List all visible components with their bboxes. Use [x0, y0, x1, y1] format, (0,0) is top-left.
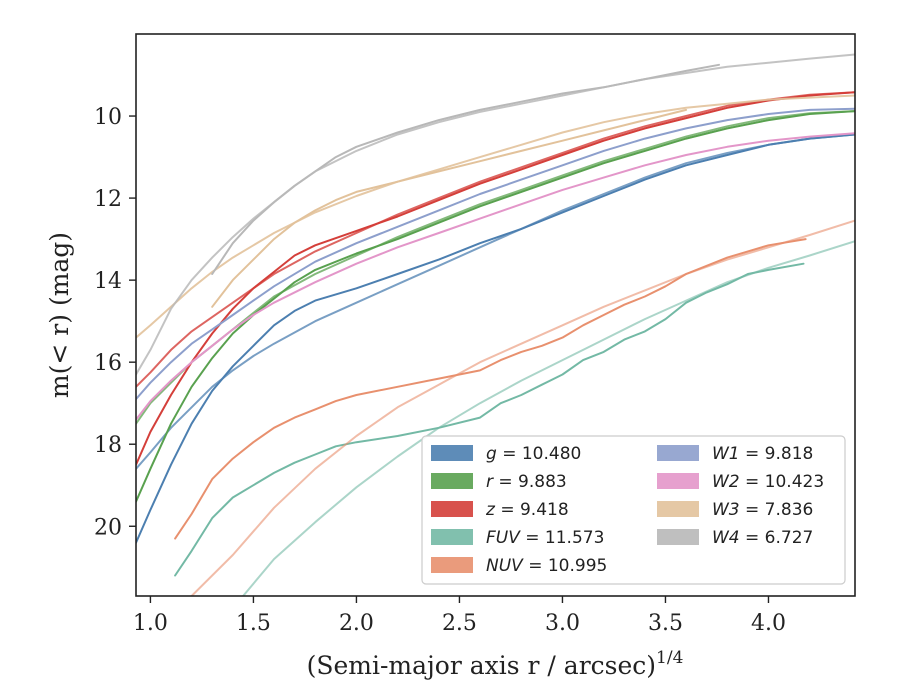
x-axis-title: (Semi-major axis r / arcsec)1/4 — [307, 648, 684, 680]
legend-label-z: z = 9.418 — [485, 500, 569, 520]
legend-swatch-r — [431, 473, 473, 489]
legend-swatch-nuv — [431, 557, 473, 573]
curves-layer — [136, 53, 855, 596]
x-tick-label: 1.0 — [133, 611, 168, 636]
legend-swatch-w3 — [657, 501, 699, 517]
series-z-curve-1 — [136, 91, 855, 466]
x-tick-label: 2.5 — [442, 611, 477, 636]
legend-label-w2: W2 = 10.423 — [712, 472, 824, 492]
series-nuv-curve-2 — [190, 219, 855, 596]
series-w4-curve-2 — [136, 53, 855, 376]
y-axis: 10 12 14 16 18 20 — [94, 105, 136, 540]
x-axis-title-text: (Semi-major axis r / arcsec) — [307, 651, 656, 680]
legend: g = 10.480 r = 9.883 z = 9.418 FUV = 11.573… — [421, 435, 846, 585]
series-w2-curve-1 — [136, 132, 855, 421]
x-tick-label: 3.0 — [545, 611, 580, 636]
series-fuv-curve-2 — [242, 240, 855, 596]
legend-label-nuv: NUV = 10.995 — [486, 556, 607, 576]
legend-swatch-w4 — [657, 529, 699, 545]
series-z-curve-2 — [136, 91, 855, 388]
series-g-curve-1 — [136, 133, 855, 544]
legend-label-g: g = 10.480 — [486, 444, 581, 464]
legend-items: g = 10.480 r = 9.883 z = 9.418 FUV = 11.573… — [431, 444, 824, 576]
legend-swatch-g — [431, 445, 473, 461]
legend-label-r: r = 9.883 — [486, 472, 567, 492]
x-axis: 1.0 1.5 2.0 2.5 3.0 3.5 4.0 — [133, 596, 786, 636]
y-tick-label: 20 — [94, 515, 122, 540]
legend-label-w1: W1 = 9.818 — [712, 444, 813, 464]
series-fuv-curve-1 — [174, 262, 805, 577]
y-tick-label: 14 — [94, 269, 122, 294]
x-tick-label: 1.5 — [236, 611, 271, 636]
legend-swatch-w1 — [657, 445, 699, 461]
legend-label-fuv: FUV = 11.573 — [486, 528, 604, 548]
legend-swatch-fuv — [431, 529, 473, 545]
series-w3-curve-1 — [211, 108, 688, 308]
x-tick-label: 4.0 — [751, 611, 786, 636]
series-r-curve-1 — [136, 110, 855, 503]
y-tick-label: 16 — [94, 351, 122, 376]
x-axis-title-exponent: 1/4 — [656, 648, 683, 668]
series-w4-curve-1 — [211, 63, 720, 275]
legend-swatch-w2 — [657, 473, 699, 489]
legend-box — [421, 435, 846, 585]
plot-frame — [135, 33, 856, 597]
y-axis-title: m(< r) (mag) — [45, 232, 74, 398]
legend-label-w3: W3 = 7.836 — [712, 500, 813, 520]
series-g-curve-2 — [136, 133, 855, 470]
x-tick-label: 2.0 — [339, 611, 374, 636]
series-w1-curve-1 — [136, 107, 855, 401]
legend-label-w4: W4 = 6.727 — [712, 528, 813, 548]
y-tick-label: 18 — [94, 433, 122, 458]
series-w3-curve-2 — [136, 94, 855, 339]
y-tick-label: 12 — [94, 187, 122, 212]
legend-swatch-z — [431, 501, 473, 517]
x-tick-label: 3.5 — [648, 611, 683, 636]
y-tick-label: 10 — [94, 105, 122, 130]
